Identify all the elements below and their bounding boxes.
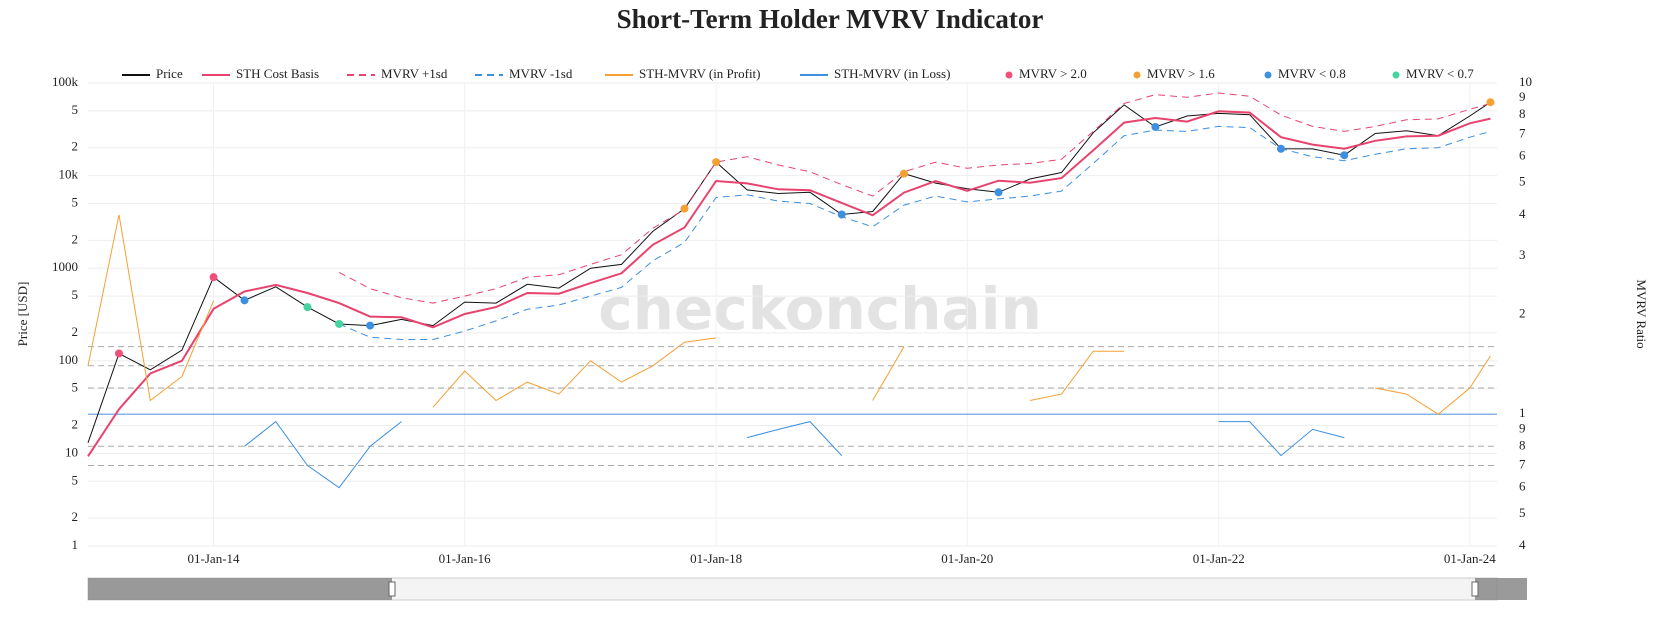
- y2-axis-title: MVRV Ratio: [1634, 279, 1649, 348]
- legend-symbol: [1005, 71, 1013, 79]
- y-tick-label: 5: [72, 102, 79, 117]
- slider-mask: [1475, 578, 1527, 600]
- legend-label: MVRV -1sd: [509, 66, 573, 81]
- y-tick-label: 5: [72, 287, 79, 302]
- y-tick-label: 100: [59, 352, 79, 367]
- y2-tick-label: 5: [1519, 505, 1526, 520]
- x-tick-label: 01-Jan-14: [188, 551, 240, 566]
- y-tick-label: 2: [72, 324, 79, 339]
- marker: [366, 321, 375, 330]
- x-tick-label: 01-Jan-20: [941, 551, 993, 566]
- y-tick-label: 1000: [52, 259, 78, 274]
- series-line: [244, 420, 1345, 489]
- marker: [837, 210, 846, 219]
- y-tick-label: 5: [72, 194, 79, 209]
- series-line: [338, 92, 1491, 304]
- y-tick-label: 10: [65, 444, 78, 459]
- chart-title: Short-Term Holder MVRV Indicator: [617, 4, 1044, 34]
- y2-tick-label: 9: [1519, 420, 1526, 435]
- y2-tick-label: 4: [1519, 537, 1526, 552]
- series-line: [87, 101, 1491, 443]
- marker: [994, 188, 1003, 197]
- x-tick-label: 01-Jan-24: [1444, 551, 1496, 566]
- legend-label: MVRV > 2.0: [1019, 66, 1087, 81]
- marker: [335, 319, 344, 328]
- legend-label: MVRV < 0.7: [1406, 66, 1474, 81]
- marker: [1151, 122, 1160, 131]
- x-tick-label: 01-Jan-22: [1193, 551, 1245, 566]
- y2-tick-label: 3: [1519, 247, 1526, 262]
- y2-tick-label: 7: [1519, 456, 1526, 471]
- y-tick-label: 2: [72, 509, 79, 524]
- y-tick-label: 2: [72, 417, 79, 432]
- y-axis-title: Price [USD]: [15, 282, 30, 347]
- y-tick-label: 2: [72, 231, 79, 246]
- y2-tick-label: 10: [1519, 74, 1532, 89]
- x-tick-label: 01-Jan-18: [690, 551, 742, 566]
- y2-tick-label: 6: [1519, 479, 1526, 494]
- legend-label: STH-MVRV (in Loss): [834, 66, 950, 81]
- y-tick-label: 10k: [59, 167, 79, 182]
- marker: [240, 296, 249, 305]
- legend-label: MVRV > 1.6: [1147, 66, 1215, 81]
- slider-handle[interactable]: [1471, 581, 1479, 597]
- y-tick-label: 2: [72, 139, 79, 154]
- legend-label: Price: [156, 66, 183, 81]
- legend-symbol: [1392, 71, 1400, 79]
- y-tick-label: 5: [72, 380, 79, 395]
- legend-symbol: [1133, 71, 1141, 79]
- y-tick-label: 1: [72, 537, 79, 552]
- y-tick-label: 100k: [52, 74, 79, 89]
- y2-tick-label: 7: [1519, 125, 1526, 140]
- marker: [899, 169, 908, 178]
- slider-mask: [88, 578, 392, 600]
- y2-tick-label: 1: [1519, 405, 1526, 420]
- legend-label: MVRV +1sd: [381, 66, 448, 81]
- x-tick-label: 01-Jan-16: [439, 551, 491, 566]
- marker: [209, 273, 218, 282]
- series-line: [338, 125, 1491, 340]
- y2-tick-label: 8: [1519, 106, 1526, 121]
- marker: [303, 303, 312, 312]
- series-line: [87, 214, 1491, 415]
- range-slider[interactable]: [87, 577, 1527, 601]
- watermark: checkonchain: [598, 275, 1042, 343]
- marker: [1340, 151, 1349, 160]
- marker: [1276, 144, 1285, 153]
- legend-label: STH Cost Basis: [236, 66, 319, 81]
- y2-tick-label: 4: [1519, 206, 1526, 221]
- y2-tick-label: 2: [1519, 305, 1526, 320]
- y2-tick-label: 6: [1519, 147, 1526, 162]
- legend-label: STH-MVRV (in Profit): [639, 66, 761, 81]
- legend-label: MVRV < 0.8: [1278, 66, 1346, 81]
- marker: [712, 158, 721, 167]
- marker: [680, 204, 689, 213]
- slider-handle[interactable]: [388, 581, 396, 597]
- y2-tick-label: 5: [1519, 174, 1526, 189]
- series-line: [87, 110, 1491, 457]
- y2-tick-label: 9: [1519, 89, 1526, 104]
- marker: [1486, 98, 1495, 107]
- y-tick-label: 5: [72, 472, 79, 487]
- marker: [114, 349, 123, 358]
- y2-tick-label: 8: [1519, 437, 1526, 452]
- legend-symbol: [1264, 71, 1272, 79]
